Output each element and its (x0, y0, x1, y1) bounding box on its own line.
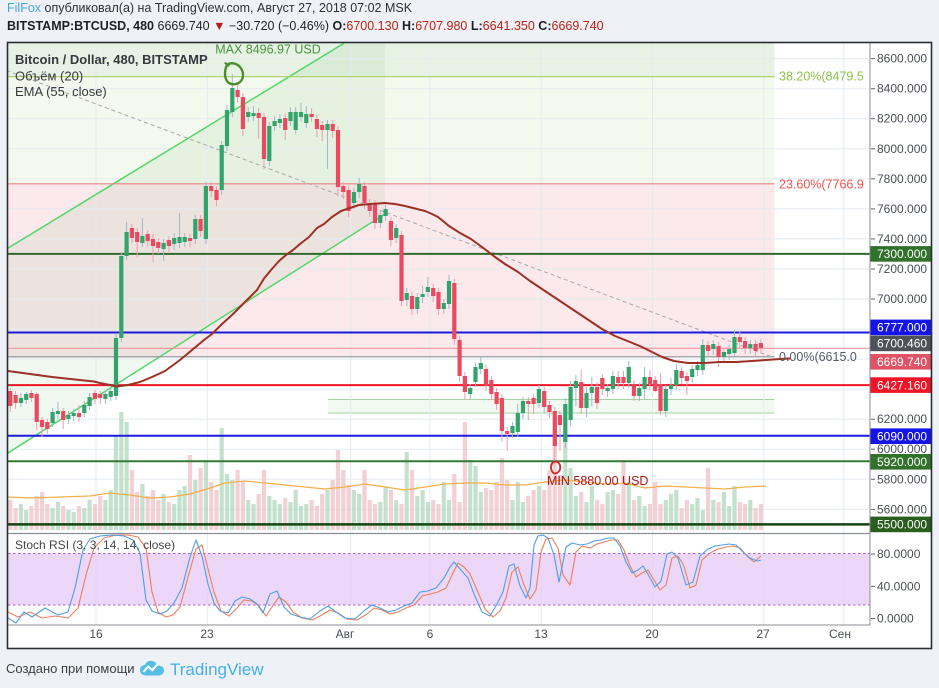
svg-text:Bitcoin / Dollar, 480, BITSTAM: Bitcoin / Dollar, 480, BITSTAMP (15, 52, 208, 67)
svg-text:7400.000: 7400.000 (877, 232, 927, 246)
svg-text:8200.000: 8200.000 (877, 112, 927, 126)
svg-text:Объём (20): Объём (20) (15, 69, 83, 84)
svg-text:5500.000: 5500.000 (877, 518, 927, 532)
svg-text:EMA (55, close): EMA (55, close) (15, 84, 107, 99)
svg-text:20: 20 (645, 627, 659, 641)
svg-text:5600.000: 5600.000 (877, 502, 927, 516)
svg-text:Stoch RSI (3, 3, 14, 14, close: Stoch RSI (3, 3, 14, 14, close) (15, 538, 175, 552)
svg-text:6777.000: 6777.000 (877, 321, 927, 335)
svg-text:6090.000: 6090.000 (877, 429, 927, 443)
svg-text:MAX 8496.97 USD: MAX 8496.97 USD (215, 43, 321, 57)
svg-text:8600.000: 8600.000 (877, 52, 927, 66)
svg-text:7300.000: 7300.000 (877, 247, 927, 261)
svg-text:23: 23 (200, 627, 214, 641)
svg-text:6700.460: 6700.460 (877, 337, 927, 351)
svg-text:8000.000: 8000.000 (877, 142, 927, 156)
svg-text:5800.000: 5800.000 (877, 472, 927, 486)
svg-text:7000.000: 7000.000 (877, 292, 927, 306)
svg-text:7800.000: 7800.000 (877, 172, 927, 186)
svg-text:6669.740: 6669.740 (877, 355, 927, 369)
svg-text:6000.000: 6000.000 (877, 442, 927, 456)
svg-text:5920.000: 5920.000 (877, 455, 927, 469)
svg-text:27: 27 (756, 627, 770, 641)
svg-text:6427.160: 6427.160 (877, 378, 927, 392)
svg-text:38.20%(8479.5: 38.20%(8479.5 (779, 70, 864, 84)
svg-text:7600.000: 7600.000 (877, 202, 927, 216)
svg-text:16: 16 (89, 627, 103, 641)
svg-text:0.0000: 0.0000 (877, 612, 914, 626)
svg-text:13: 13 (534, 627, 548, 641)
svg-text:6200.000: 6200.000 (877, 412, 927, 426)
svg-text:0.00%(6615.0: 0.00%(6615.0 (779, 350, 857, 364)
svg-text:7200.000: 7200.000 (877, 262, 927, 276)
svg-text:40.0000: 40.0000 (877, 579, 921, 593)
svg-text:23.60%(7766.9: 23.60%(7766.9 (779, 178, 864, 192)
svg-text:Сен: Сен (829, 627, 851, 641)
svg-text:6: 6 (427, 627, 434, 641)
svg-text:80.0000: 80.0000 (877, 547, 921, 561)
svg-text:Авг: Авг (336, 627, 355, 641)
svg-text:8400.000: 8400.000 (877, 82, 927, 96)
svg-text:MIN 5880.00 USD: MIN 5880.00 USD (547, 474, 648, 488)
